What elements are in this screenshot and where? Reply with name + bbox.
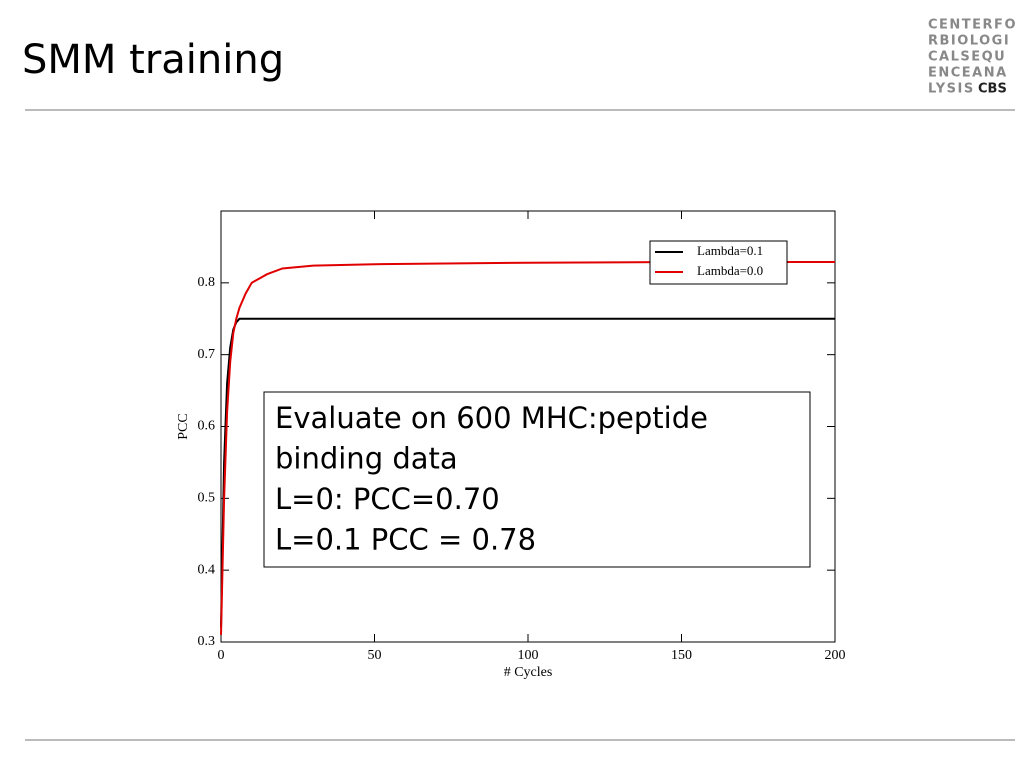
logo-line: RBIOLOGI <box>928 34 1010 49</box>
x-axis-label: # Cycles <box>504 665 553 680</box>
annotation-line: binding data <box>275 442 458 476</box>
x-tick-label: 150 <box>671 648 692 663</box>
logo-line: LYSIS <box>928 82 975 97</box>
annotation-line: L=0: PCC=0.70 <box>275 482 500 516</box>
annotation-line: Evaluate on 600 MHC:peptide <box>275 401 708 435</box>
series-line <box>220 317 835 628</box>
logo-line: ENCEANA <box>928 66 1008 81</box>
y-tick-label: 0.6 <box>198 419 216 434</box>
x-tick-label: 50 <box>368 648 382 663</box>
logo-line: CALSEQU <box>928 50 1006 65</box>
y-tick-label: 0.4 <box>198 562 216 577</box>
x-tick-label: 100 <box>518 648 539 663</box>
logo-mark: CBS <box>978 82 1007 97</box>
legend-label: Lambda=0.0 <box>697 263 763 278</box>
slide-title: SMM training <box>22 37 284 83</box>
y-tick-label: 0.5 <box>198 491 216 506</box>
annotation-line: L=0.1 PCC = 0.78 <box>275 523 536 557</box>
y-tick-label: 0.8 <box>198 275 216 290</box>
x-tick-label: 200 <box>825 648 846 663</box>
logo-line: CENTERFO <box>928 18 1017 33</box>
legend-label: Lambda=0.1 <box>697 243 763 258</box>
annotation-box <box>263 391 811 568</box>
x-tick-label: 0 <box>218 648 225 663</box>
y-tick-label: 0.7 <box>198 347 216 362</box>
chart: 0 50 100 150 200 0.3 0.4 0.5 0.6 0.7 0.8 # Cycles PC… <box>176 210 846 680</box>
legend-box <box>649 240 788 285</box>
y-axis-label: PCC <box>176 413 191 439</box>
y-tick-label: 0.3 <box>198 634 216 649</box>
series-line <box>220 261 835 635</box>
